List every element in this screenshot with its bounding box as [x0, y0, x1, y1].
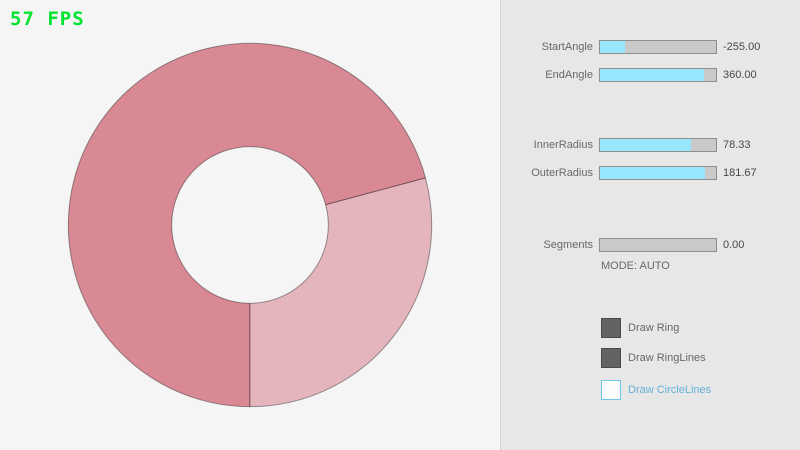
fps-counter: 57 FPS — [10, 8, 85, 30]
slider-row-end-angle: EndAngle 360.00 — [501, 68, 800, 82]
inner-radius-slider[interactable] — [599, 138, 717, 152]
outer-radius-value: 181.67 — [723, 167, 757, 179]
slider-row-segments: Segments 0.00 — [501, 238, 800, 252]
inner-radius-label: InnerRadius — [533, 139, 593, 151]
draw-circlelines-label: Draw CircleLines — [628, 384, 712, 396]
draw-ring-label: Draw Ring — [628, 322, 680, 334]
ring-dark-overlap — [67, 42, 427, 408]
outer-radius-slider[interactable] — [599, 166, 717, 180]
inner-radius-value: 78.33 — [723, 139, 751, 151]
slider-fill — [600, 167, 706, 179]
ring-svg — [67, 42, 433, 408]
segments-label: Segments — [543, 239, 593, 251]
segments-mode-text: MODE: AUTO — [601, 260, 670, 272]
start-angle-value: -255.00 — [723, 41, 761, 53]
slider-fill — [600, 41, 626, 53]
controls-panel: StartAngle -255.00 EndAngle 360.00 Inner… — [500, 0, 800, 450]
start-angle-slider[interactable] — [599, 40, 717, 54]
slider-fill — [600, 139, 691, 151]
checkbox-row-draw-ring: Draw Ring — [501, 318, 800, 338]
draw-circlelines-checkbox[interactable] — [601, 380, 621, 400]
slider-row-outer-radius: OuterRadius 181.67 — [501, 166, 800, 180]
slider-row-inner-radius: InnerRadius 78.33 — [501, 138, 800, 152]
end-angle-value: 360.00 — [723, 69, 757, 81]
draw-ring-checkbox[interactable] — [601, 318, 621, 338]
segments-slider[interactable] — [599, 238, 717, 252]
draw-ringlines-checkbox[interactable] — [601, 348, 621, 368]
start-angle-label: StartAngle — [541, 41, 593, 53]
checkbox-row-draw-circlelines: Draw CircleLines — [501, 380, 800, 400]
end-angle-slider[interactable] — [599, 68, 717, 82]
ring-light-single — [249, 177, 433, 408]
end-angle-label: EndAngle — [545, 69, 593, 81]
draw-ringlines-label: Draw RingLines — [628, 352, 706, 364]
slider-fill — [600, 69, 705, 81]
outer-radius-label: OuterRadius — [531, 167, 593, 179]
segments-value: 0.00 — [723, 239, 745, 251]
checkbox-row-draw-ringlines: Draw RingLines — [501, 348, 800, 368]
slider-row-start-angle: StartAngle -255.00 — [501, 40, 800, 54]
